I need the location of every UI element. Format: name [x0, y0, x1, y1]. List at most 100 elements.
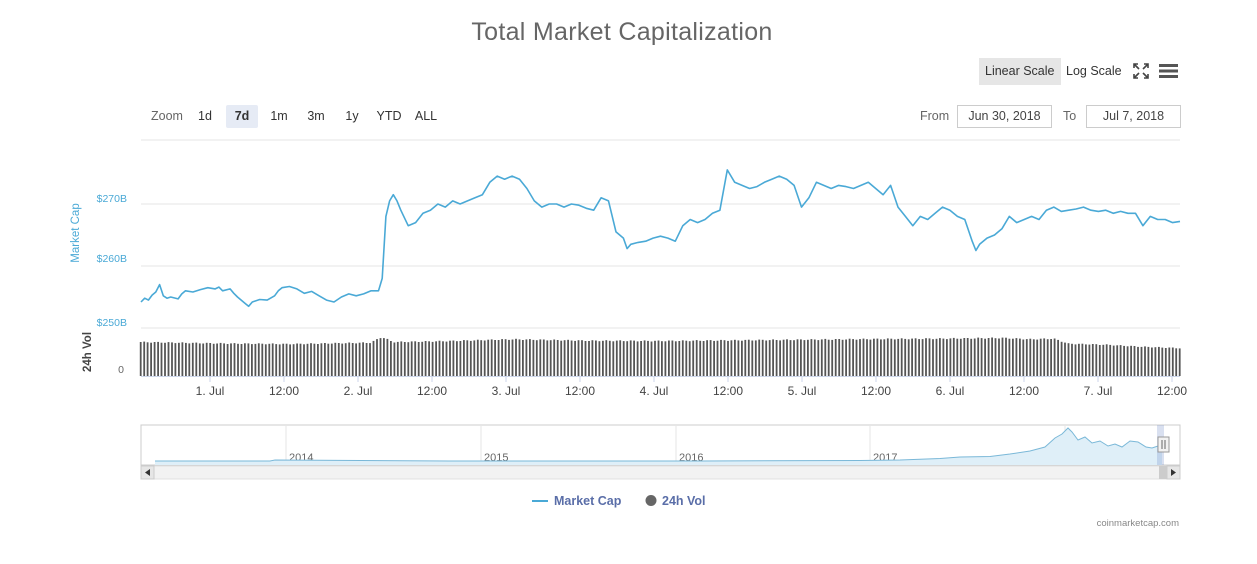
zoom-button-1d[interactable]: 1d [198, 109, 212, 123]
volume-bar [438, 340, 441, 376]
volume-bar [369, 343, 371, 376]
volume-bar [949, 338, 952, 376]
scrollbar-thumb[interactable] [1159, 466, 1167, 479]
volume-bar [1133, 346, 1136, 376]
volume-bar [720, 339, 722, 376]
volume-bar [275, 344, 278, 376]
volume-bar [1098, 345, 1101, 376]
volume-bar [330, 343, 333, 376]
hamburger-menu-icon[interactable] [1159, 63, 1178, 79]
volume-bar [841, 339, 844, 376]
volume-bar [1116, 345, 1119, 376]
zoom-button-7d[interactable]: 7d [226, 105, 258, 128]
volume-bar [862, 338, 865, 376]
volume-bar [212, 343, 215, 376]
volume-bar [452, 340, 455, 376]
from-date-input[interactable] [957, 105, 1052, 128]
volume-bar [914, 338, 917, 376]
volume-bar [518, 339, 521, 376]
volume-bar [264, 344, 267, 376]
volume-bar [907, 339, 910, 376]
volume-bar [424, 341, 427, 376]
volume-bar [998, 338, 1000, 376]
volume-bar [327, 343, 330, 376]
volume-bar [317, 344, 319, 376]
zoom-button-3m[interactable]: 3m [307, 109, 325, 123]
volume-bar [1102, 344, 1105, 376]
volume-bar [522, 340, 524, 376]
volume-bar [598, 341, 601, 376]
volume-bar [525, 339, 528, 376]
volume-bar [702, 341, 705, 376]
volume-bar [341, 343, 344, 376]
volume-bar [758, 339, 761, 376]
volume-bar [765, 340, 768, 376]
linear-scale-button[interactable]: Linear Scale [979, 58, 1061, 85]
legend-item-24h-vol[interactable]: 24h Vol [645, 494, 706, 508]
volume-bar [727, 340, 729, 376]
volume-bar [747, 339, 750, 376]
volume-bar [1130, 345, 1132, 376]
volume-bar [529, 339, 531, 376]
legend-item-market-cap[interactable]: Market Cap [532, 494, 621, 508]
volume-bar [1112, 345, 1115, 376]
to-date-input[interactable] [1086, 105, 1181, 128]
volume-bar [699, 340, 702, 376]
zoom-button-all[interactable]: ALL [414, 109, 438, 123]
navigator: 20142015201620172018 [140, 424, 1181, 480]
volume-bar [1060, 341, 1063, 376]
volume-bar [150, 342, 152, 376]
scrollbar[interactable] [140, 465, 1181, 480]
x-tick-label: 1. Jul [196, 384, 225, 398]
zoom-button-ytd[interactable]: YTD [376, 109, 402, 123]
volume-bar [146, 342, 149, 376]
zoom-button-1y[interactable]: 1y [345, 109, 359, 123]
volume-bar [904, 338, 907, 376]
volume-bar [817, 340, 820, 376]
volume-bar [414, 341, 417, 376]
navigator-handle[interactable] [1157, 436, 1170, 453]
volume-bar [139, 342, 142, 376]
volume-bar [963, 338, 966, 376]
volume-bar [209, 343, 212, 376]
volume-bar [880, 339, 882, 376]
volume-bar [400, 341, 403, 376]
scroll-left-button[interactable] [140, 465, 155, 480]
volume-bar [1005, 337, 1007, 376]
volume-bar [761, 339, 764, 376]
volume-bar [1050, 339, 1052, 376]
volume-bar [285, 343, 288, 376]
volume-bar [1091, 344, 1094, 376]
volume-bar [786, 339, 788, 376]
volume-bar [956, 338, 959, 376]
x-tick-label: 12:00 [1009, 384, 1039, 398]
volume-bar [542, 339, 545, 376]
x-tick-label: 12:00 [565, 384, 595, 398]
volume-bar [939, 338, 941, 376]
zoom-button-1m[interactable]: 1m [270, 109, 288, 123]
volume-bar [654, 340, 656, 376]
scroll-right-button[interactable] [1166, 465, 1181, 480]
volume-bar [643, 340, 646, 376]
volume-bar [820, 339, 823, 376]
volume-bar [1109, 344, 1112, 376]
log-scale-button[interactable]: Log Scale [1066, 64, 1122, 78]
volume-bar [1074, 344, 1077, 376]
volume-bar [164, 342, 166, 376]
volume-bar [734, 339, 736, 376]
volume-bar [383, 338, 385, 376]
volume-bar [824, 338, 827, 376]
volume-bar [692, 340, 695, 376]
volume-bar [334, 342, 337, 376]
volume-bar [946, 339, 948, 376]
volume-bar [1140, 346, 1143, 376]
x-tick-label: 3. Jul [492, 384, 521, 398]
volume-bar [876, 338, 879, 376]
volume-bar [619, 340, 622, 376]
volume-bar [508, 339, 510, 376]
volume-bar [188, 343, 191, 376]
volume-bar [588, 341, 590, 376]
fullscreen-icon[interactable] [1133, 63, 1149, 79]
volume-bar [1147, 346, 1150, 376]
volume-bar [546, 340, 549, 376]
